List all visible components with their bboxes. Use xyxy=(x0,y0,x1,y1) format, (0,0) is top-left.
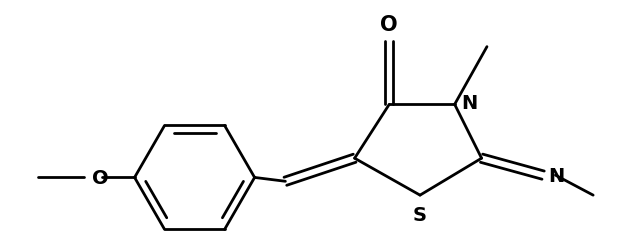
Text: O: O xyxy=(380,15,398,35)
Text: S: S xyxy=(413,205,427,224)
Text: N: N xyxy=(548,166,564,185)
Text: O: O xyxy=(92,168,109,187)
Text: N: N xyxy=(461,93,477,112)
